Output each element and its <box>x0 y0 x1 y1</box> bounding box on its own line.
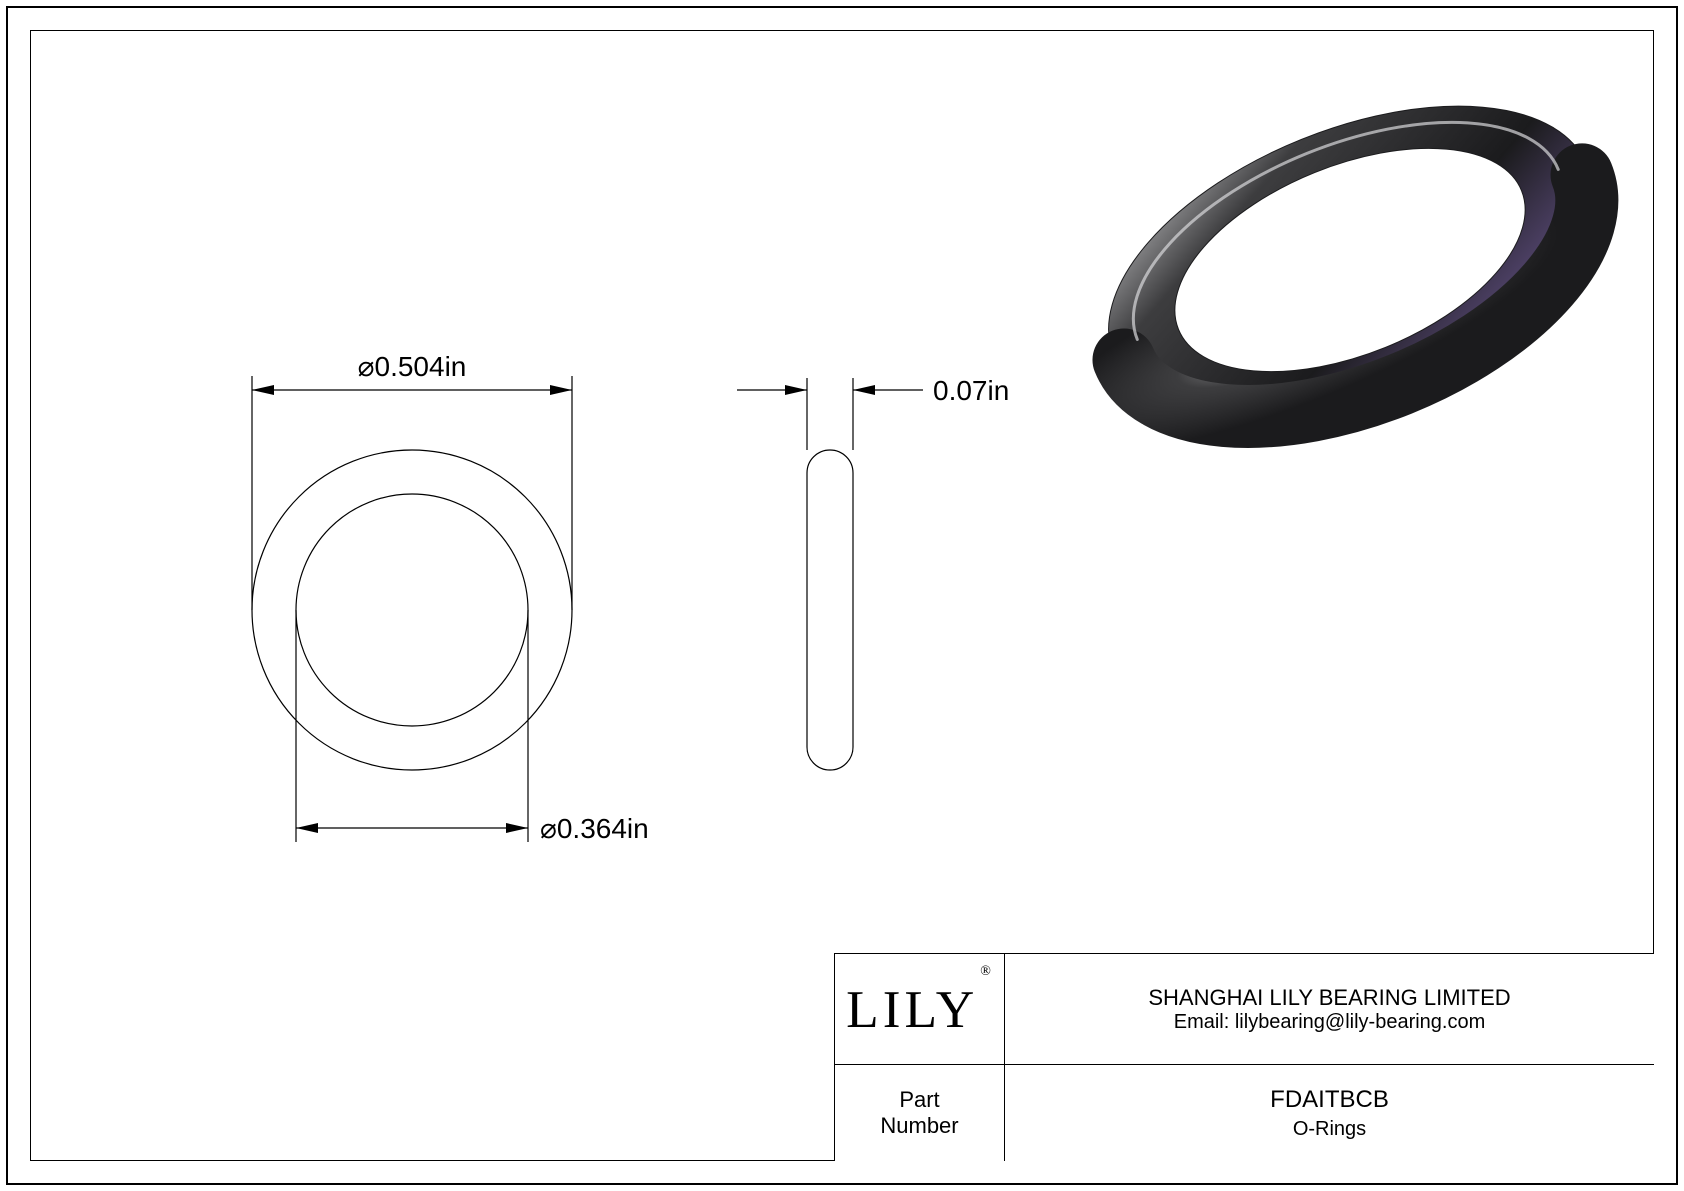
part-number-label: Part Number <box>880 1087 958 1140</box>
part-number-value-cell: FDAITBCB O-Rings <box>1005 1065 1654 1161</box>
drawing-sheet: ⌀0.504in ⌀0.364in 0.07in LILY® SHANGHAI LI… <box>0 0 1684 1191</box>
part-number-label-line2: Number <box>880 1113 958 1138</box>
company-name: SHANGHAI LILY BEARING LIMITED <box>1148 985 1510 1011</box>
part-number-label-line1: Part <box>899 1087 939 1112</box>
svg-text:0.07in: 0.07in <box>933 375 1009 406</box>
svg-text:⌀0.504in: ⌀0.504in <box>358 351 467 382</box>
part-description: O-Rings <box>1293 1118 1366 1141</box>
title-block-row-company: LILY® SHANGHAI LILY BEARING LIMITED Emai… <box>835 954 1654 1065</box>
logo-name: LILY <box>846 979 978 1039</box>
company-email: Email: lilybearing@lily-bearing.com <box>1174 1011 1486 1034</box>
part-number-label-cell: Part Number <box>835 1065 1005 1161</box>
logo-text: LILY® <box>846 978 993 1040</box>
svg-text:⌀0.364in: ⌀0.364in <box>540 813 649 844</box>
part-number-value: FDAITBCB <box>1270 1086 1389 1114</box>
logo-cell: LILY® <box>835 954 1005 1064</box>
title-block: LILY® SHANGHAI LILY BEARING LIMITED Emai… <box>834 953 1654 1161</box>
title-block-row-part: Part Number FDAITBCB O-Rings <box>835 1065 1654 1161</box>
registered-mark: ® <box>980 964 995 979</box>
company-cell: SHANGHAI LILY BEARING LIMITED Email: lil… <box>1005 954 1654 1064</box>
